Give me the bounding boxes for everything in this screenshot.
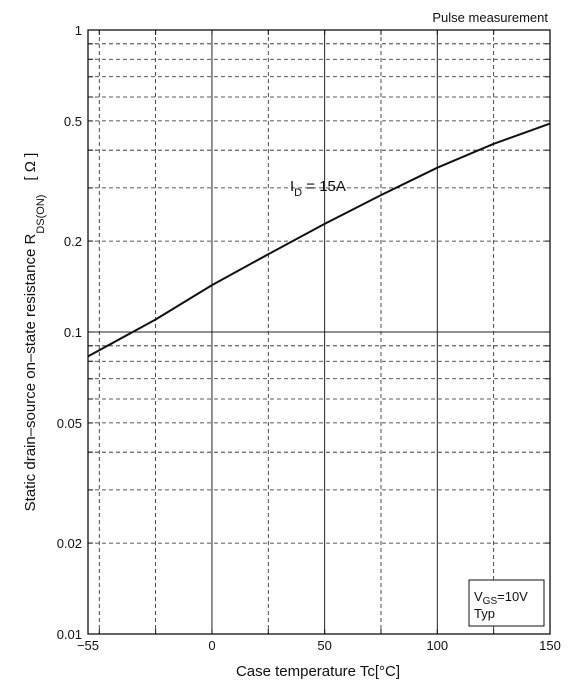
- condition-line-1: VGS=10V: [474, 589, 528, 607]
- header-note: Pulse measurement: [432, 10, 548, 25]
- x-tick-label: 50: [317, 638, 331, 653]
- y-tick-label: 0.1: [64, 325, 82, 340]
- x-tick-label: 150: [539, 638, 561, 653]
- condition-line-1-rest: =10V: [497, 589, 528, 604]
- series-line: [87, 122, 551, 358]
- x-axis-title: Case temperature Tc[°C]: [236, 663, 400, 680]
- y-axis-title-unit: [ Ω ]: [22, 153, 39, 181]
- condition-line-1-subscript: GS: [483, 596, 498, 607]
- y-tick-label: 0.02: [57, 536, 82, 551]
- y-axis-title-subscript: DS(ON): [35, 195, 47, 234]
- condition-line-1-main: V: [474, 589, 483, 604]
- curve-label: ID = 15A: [290, 178, 346, 199]
- curve-label-subscript: D: [294, 187, 302, 199]
- y-tick-label: 0.5: [64, 114, 82, 129]
- condition-box: [468, 579, 545, 627]
- y-tick-label: 0.05: [57, 416, 82, 431]
- y-tick-label: 0.2: [64, 234, 82, 249]
- grid: [87, 29, 551, 635]
- y-tick-label: 1: [75, 23, 82, 38]
- x-tick-label: 100: [426, 638, 448, 653]
- x-tick-label: −55: [77, 638, 99, 653]
- y-tick-label: 0.01: [57, 627, 82, 642]
- curve-label-rest: = 15A: [302, 178, 346, 195]
- y-axis-title-main: Static drain–source on–state resistance …: [22, 234, 39, 512]
- condition-line-2: Typ: [474, 606, 495, 621]
- ticks: −55 0 50 100 150 1 0.5 0.2 0.1 0.05 0.02 0.01: [57, 23, 561, 653]
- curve-label-main: I: [290, 178, 294, 195]
- y-axis-title: Static drain–source on–state resistance …: [22, 153, 47, 512]
- svg-text:Static drain–source on–state r: Static drain–source on–state resistance …: [22, 153, 47, 512]
- x-tick-label: 0: [208, 638, 215, 653]
